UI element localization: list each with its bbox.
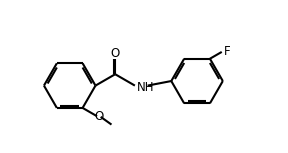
Text: O: O xyxy=(94,110,103,123)
Text: F: F xyxy=(224,45,230,58)
Text: NH: NH xyxy=(137,81,154,94)
Text: O: O xyxy=(111,47,120,60)
